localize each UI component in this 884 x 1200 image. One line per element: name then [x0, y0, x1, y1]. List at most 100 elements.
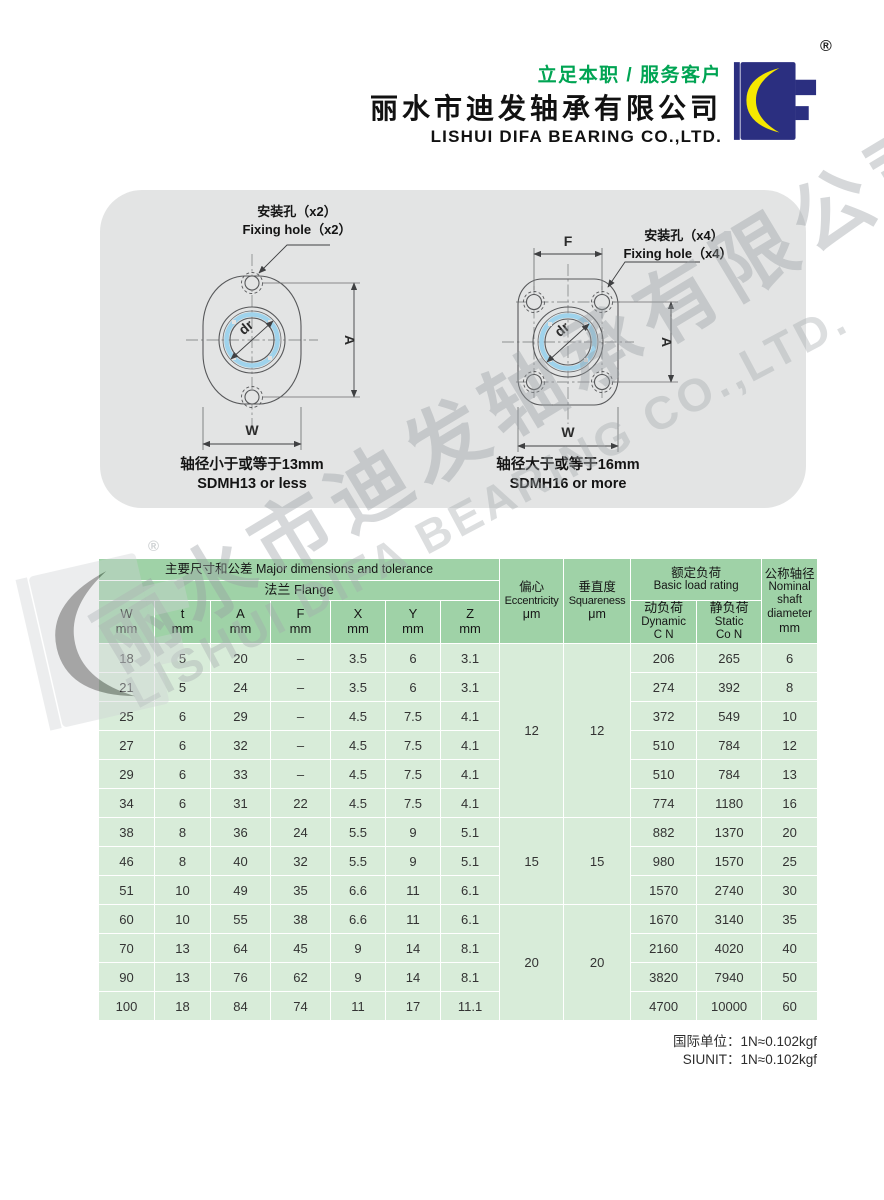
table-cell: 1670 — [630, 904, 698, 934]
drawing-panel: 安装孔（x2） Fixing hole（x2） A W dr 轴径小于或等于13… — [100, 190, 806, 508]
table-cell: 35 — [761, 904, 819, 934]
col-header-t: t mm — [154, 600, 211, 644]
table-row: 29 6 33–4.5 7.5 4.1 510 784 13 — [98, 759, 819, 789]
table-cell: 5 — [154, 672, 211, 702]
table-cell: 40 — [761, 933, 819, 963]
table-cell: 4.1 — [439, 701, 501, 731]
table-cell: 90 — [98, 962, 155, 992]
table-body: 18 5 20–3.5 6 3.1 12 12 206 265 6 21 5 24–3.5 6 3.1 274… — [98, 643, 819, 1021]
table-cell: 20 — [761, 817, 819, 847]
logo-d-bar — [733, 62, 740, 140]
table-cell: 5.5 — [330, 846, 386, 876]
table-cell: 5.1 — [439, 817, 501, 847]
table-cell: 20 — [210, 643, 271, 673]
table-cell: 8.1 — [439, 962, 501, 992]
table-cell: 6.1 — [439, 875, 501, 905]
table-row: 21 5 24–3.5 6 3.1 274 392 8 — [98, 672, 819, 702]
flange-group-header: 法兰 Flange — [97, 580, 501, 601]
spec-table: 主要尺寸和公差 Major dimensions and tolerance 偏… — [97, 558, 819, 1021]
table-cell: 62 — [270, 962, 331, 992]
table-cell: 4.1 — [439, 788, 501, 818]
table-cell: 46 — [98, 846, 155, 876]
table-cell: 6 — [154, 788, 211, 818]
table-cell: 7.5 — [385, 759, 441, 789]
table-cell: 11 — [330, 991, 386, 1021]
table-cell: 32 — [270, 846, 331, 876]
table-cell: 510 — [630, 730, 698, 760]
table-cell: 1570 — [696, 846, 763, 876]
main-group-header: 主要尺寸和公差 Major dimensions and tolerance — [97, 558, 501, 581]
table-row: 18 5 20–3.5 6 3.1 12 12 206 265 6 — [98, 643, 819, 818]
table-cell: 5 — [154, 643, 211, 673]
company-slogan: 立足本职 / 服务客户 — [537, 65, 722, 86]
table-cell: 12 — [761, 730, 819, 760]
table-cell: 13 — [154, 933, 211, 963]
table-cell: 784 — [696, 759, 763, 789]
table-cell: – — [270, 643, 331, 673]
col-header-static: 静负荷 Static Co N — [696, 600, 763, 644]
col-header-squareness: 垂直度 Squareness μm — [563, 558, 632, 644]
table-cell: 3.1 — [439, 643, 501, 673]
table-cell: 4.5 — [330, 701, 386, 731]
caption-en-left: SDMH13 or less — [197, 476, 307, 492]
table-cell: 60 — [761, 991, 819, 1021]
table-cell: 7.5 — [385, 730, 441, 760]
table-cell: 21 — [98, 672, 155, 702]
dim-w-right: W — [561, 424, 575, 440]
table-row: 100 18 84 74 11 17 11.1 4700 10000 60 — [98, 991, 819, 1021]
table-cell: 49 — [210, 875, 271, 905]
table-cell: 17 — [385, 991, 441, 1021]
table-cell: 3.5 — [330, 672, 386, 702]
table-cell: 784 — [696, 730, 763, 760]
table-row: 60 10 55 38 6.6 11 6.1 20 20 1670 3140 35 — [98, 904, 819, 1021]
logo-crescent — [746, 68, 780, 133]
col-header-nominal: 公称轴径 Nominal shaft diameter mm — [761, 558, 819, 644]
table-cell: 40 — [210, 846, 271, 876]
table-cell: 9 — [330, 962, 386, 992]
table-cell: 7940 — [696, 962, 763, 992]
table-cell: 18 — [154, 991, 211, 1021]
col-header-eccentricity: 偏心 Eccentricity μm — [499, 558, 565, 644]
table-cell: 7.5 — [385, 788, 441, 818]
dim-a-left: A — [342, 335, 358, 345]
table-cell: 6 — [385, 643, 441, 673]
table-cell: 55 — [210, 904, 271, 934]
bore-ring-right — [539, 313, 597, 371]
table-cell: 76 — [210, 962, 271, 992]
table-cell: 6 — [154, 701, 211, 731]
company-name-en: LISHUI DIFA BEARING CO.,LTD. — [430, 127, 722, 147]
table-cell: 20 — [499, 904, 565, 1021]
callout-cn-left: 安装孔（x2） — [257, 204, 336, 219]
unit-note: 国际单位：1N≈0.102kgf SIUNIT：1N≈0.102kgf — [400, 1033, 817, 1068]
table-cell: 9 — [330, 933, 386, 963]
table-cell: 372 — [630, 701, 698, 731]
table-cell: 18 — [98, 643, 155, 673]
table-row: 34 6 31 22 4.5 7.5 4.1 774 1180 16 — [98, 788, 819, 818]
logo-f-mid-arm — [795, 106, 809, 121]
table-cell: 100 — [98, 991, 155, 1021]
table-cell: – — [270, 701, 331, 731]
table-cell: 16 — [761, 788, 819, 818]
table-row: 27 6 32–4.5 7.5 4.1 510 784 12 — [98, 730, 819, 760]
callout-en-right: Fixing hole（x4） — [623, 246, 732, 261]
table-cell: 5.1 — [439, 846, 501, 876]
brand-block: 立足本职 / 服务客户 丽水市迪发轴承有限公司 LISHUI DIFA BEAR… — [370, 60, 722, 147]
table-cell: 4700 — [630, 991, 698, 1021]
table-cell: 206 — [630, 643, 698, 673]
table-cell: 64 — [210, 933, 271, 963]
table-cell: 33 — [210, 759, 271, 789]
table-cell: 4.5 — [330, 759, 386, 789]
registered-trademark: ® — [820, 38, 832, 55]
table-row: 90 13 76 62 9 14 8.1 3820 7940 50 — [98, 962, 819, 992]
table-cell: 14 — [385, 933, 441, 963]
watermark-registered: ® — [148, 538, 160, 555]
table-cell: 549 — [696, 701, 763, 731]
table-cell: 2740 — [696, 875, 763, 905]
caption-en-right: SDMH16 or more — [510, 476, 627, 492]
